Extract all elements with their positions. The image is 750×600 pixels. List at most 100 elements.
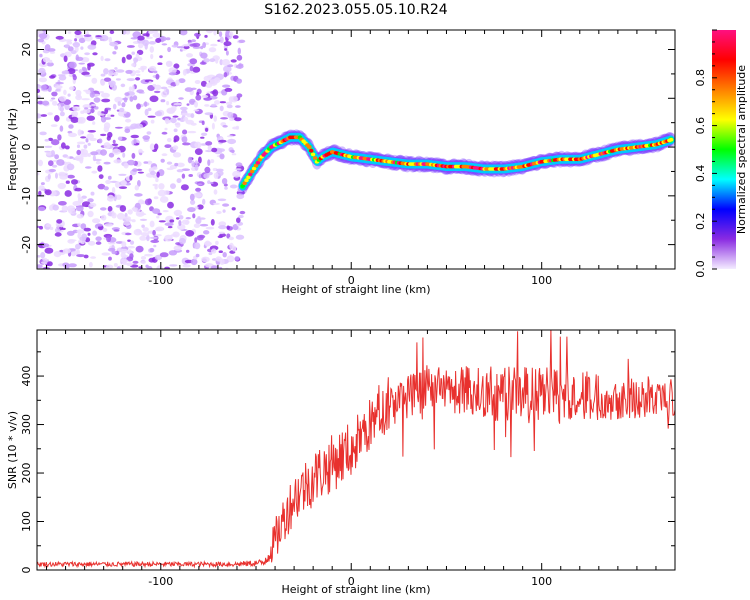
noise-dot <box>87 142 91 146</box>
noise-dot <box>193 242 201 250</box>
noise-dot <box>142 227 149 232</box>
noise-dot <box>108 152 115 158</box>
noise-dot <box>78 62 85 65</box>
noise-dot <box>190 258 198 266</box>
noise-dot <box>175 122 181 128</box>
noise-dot <box>218 139 227 143</box>
noise-dot <box>192 42 201 48</box>
noise-dot <box>196 204 204 210</box>
noise-dot <box>211 147 218 153</box>
noise-dot <box>70 116 79 123</box>
noise-dot <box>237 47 241 55</box>
noise-dot <box>189 193 195 201</box>
noise-dot <box>187 207 196 213</box>
noise-dot <box>123 216 131 221</box>
noise-dot <box>169 219 175 223</box>
ridge-core <box>310 152 316 157</box>
noise-dot <box>178 220 182 226</box>
noise-dot <box>47 173 51 180</box>
noise-dot <box>180 184 189 191</box>
noise-dot <box>189 65 194 72</box>
noise-dot <box>135 53 140 59</box>
snr-y-axis-label: SNR (10 * v/v) <box>6 411 19 489</box>
noise-dot <box>122 97 129 101</box>
noise-dot <box>68 124 74 129</box>
noise-dot <box>140 256 147 260</box>
noise-dot <box>80 136 87 139</box>
spectrogram-y-axis-label: Frequency (Hz) <box>6 108 19 191</box>
noise-dot <box>183 45 190 50</box>
noise-dot <box>103 77 112 82</box>
noise-dot <box>61 142 66 149</box>
noise-dot <box>95 236 102 241</box>
noise-dot <box>108 36 113 44</box>
colorbar-label: Normalized spectral amplitude <box>735 65 748 234</box>
noise-dot <box>154 111 162 117</box>
noise-dot <box>173 128 178 133</box>
noise-dot <box>54 227 61 233</box>
noise-dot <box>213 115 217 122</box>
noise-dot <box>138 43 144 49</box>
noise-dot <box>52 204 59 211</box>
noise-dot <box>192 213 196 219</box>
noise-dot <box>100 92 110 98</box>
noise-dot <box>137 35 145 41</box>
noise-dot <box>234 168 242 171</box>
noise-dot <box>140 232 150 237</box>
noise-dot <box>56 219 63 224</box>
noise-dot <box>156 265 163 269</box>
noise-dot <box>203 230 210 235</box>
noise-dot <box>65 39 73 42</box>
noise-dot <box>176 178 182 184</box>
noise-dot <box>42 257 47 261</box>
noise-dot <box>159 252 169 258</box>
noise-dot <box>213 172 219 179</box>
noise-dot <box>207 145 212 151</box>
noise-dot <box>142 135 150 140</box>
noise-dot <box>192 46 201 49</box>
noise-dot <box>39 53 43 58</box>
noise-dot <box>204 104 210 107</box>
noise-dot <box>229 149 235 153</box>
noise-dot <box>166 167 174 171</box>
noise-dot <box>136 89 144 93</box>
noise-dot <box>154 254 163 260</box>
noise-dot <box>177 224 186 230</box>
noise-dot <box>57 182 66 190</box>
noise-dot <box>166 161 173 165</box>
noise-dot <box>37 88 41 93</box>
noise-dot <box>103 142 111 149</box>
noise-dot <box>205 127 209 132</box>
noise-dot <box>222 125 228 128</box>
noise-dot <box>150 170 156 176</box>
noise-dot <box>218 31 223 37</box>
colorbar-gradient <box>712 30 736 269</box>
noise-dot <box>214 100 220 105</box>
ridge-core <box>242 181 247 185</box>
noise-dot <box>70 50 77 55</box>
noise-dot <box>141 224 145 228</box>
noise-dot <box>46 62 54 67</box>
noise-dot <box>186 249 190 253</box>
noise-dot <box>141 261 146 264</box>
noise-dot <box>220 117 229 120</box>
noise-dot <box>104 223 113 227</box>
noise-dot <box>42 100 50 106</box>
noise-dot <box>77 240 83 244</box>
noise-dot <box>164 266 170 269</box>
noise-dot <box>211 103 217 107</box>
noise-dot <box>204 34 208 38</box>
noise-dot <box>78 37 86 44</box>
noise-dot <box>48 137 54 142</box>
noise-dot <box>182 129 188 135</box>
noise-dot <box>199 61 207 65</box>
noise-dot <box>63 55 68 63</box>
spectrogram-y-tick-label: -10 <box>20 187 33 205</box>
noise-dot <box>186 103 190 106</box>
noise-dot <box>216 210 222 215</box>
noise-dot <box>49 99 54 102</box>
noise-dot <box>173 102 183 106</box>
noise-dot <box>55 35 64 40</box>
noise-dot <box>92 218 101 224</box>
noise-dot <box>207 180 211 185</box>
